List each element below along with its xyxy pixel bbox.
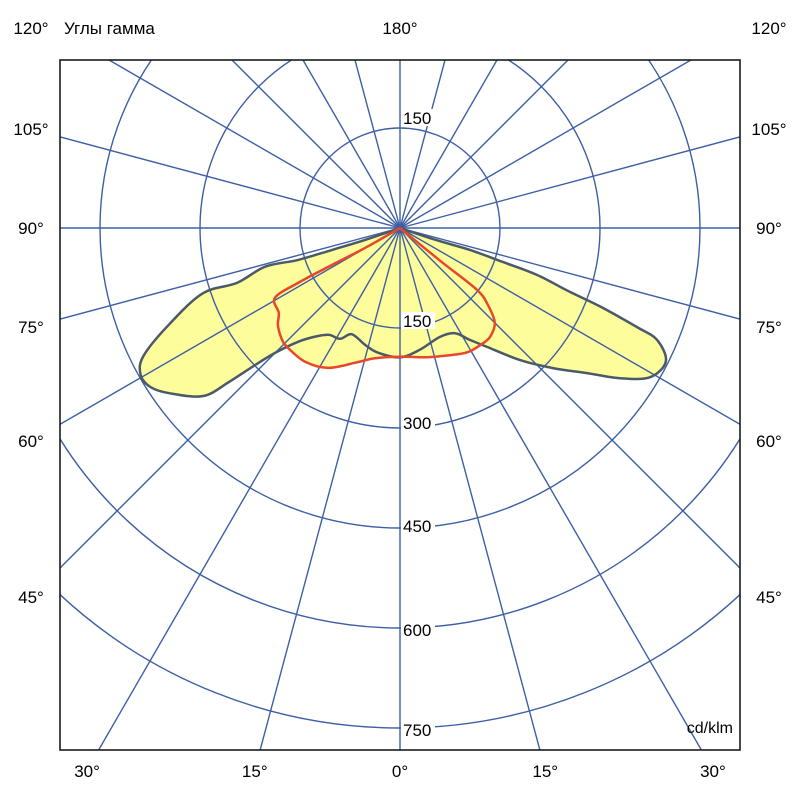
radial-line-15-left: [259, 227, 401, 750]
radial-line-165-right: [399, 60, 446, 229]
r-tick-label-750: 750: [403, 721, 431, 740]
angle-label-right-45: 45°: [756, 588, 782, 607]
radial-line-30-right: [399, 227, 703, 750]
angle-label-bottom-right-30: 30°: [700, 762, 726, 781]
tick-label-chip-750: [401, 721, 435, 738]
radial-line-120-left: [107, 60, 401, 229]
angle-label-right-75: 75°: [756, 318, 782, 337]
tick-label-chip-150: [401, 312, 435, 329]
tick-label-chip-450: [401, 517, 435, 534]
radial-line-30-left: [97, 227, 401, 750]
angle-label-bottom-left-15: 15°: [242, 762, 268, 781]
angle-label-left-105: 105°: [13, 120, 48, 139]
r-tick-label-450: 450: [403, 517, 431, 536]
radial-line-135-right: [399, 60, 569, 229]
radial-line-75-left: [60, 227, 401, 320]
radial-line-105-left: [60, 136, 401, 229]
radial-line-75-right: [399, 227, 740, 320]
radial-line-15-right: [399, 227, 541, 750]
angle-label-bottom-left-30: 30°: [74, 762, 100, 781]
angle-label-left-75: 75°: [18, 318, 44, 337]
radial-line-165-left: [354, 60, 401, 229]
angle-label-bottom-right-15: 15°: [532, 762, 558, 781]
r-tick-label-150: 150: [403, 109, 431, 128]
radial-line-150-left: [302, 60, 401, 229]
angle-label-left-90: 90°: [18, 219, 44, 238]
unit-label: cd/klm: [687, 720, 733, 737]
r-tick-label-300: 300: [403, 414, 431, 433]
radial-line-45-right: [399, 227, 740, 569]
radial-line-150-right: [399, 60, 498, 229]
r-tick-label-150: 150: [403, 312, 431, 331]
radial-line-135-left: [231, 60, 401, 229]
angle-label-top-180: 180°: [382, 19, 417, 38]
radial-line-45-left: [60, 227, 401, 569]
tick-label-chip-300: [401, 414, 435, 431]
radial-line-105-right: [399, 136, 740, 229]
filled-yellow-curve-outline: [138, 226, 668, 398]
radial-line-120-right: [399, 60, 693, 229]
chart-title: Углы гамма: [64, 19, 155, 38]
angle-label-left-120: 120°: [13, 19, 48, 38]
angle-label-right-90: 90°: [756, 219, 782, 238]
radial-line-60-left: [60, 227, 401, 426]
plot-border: [59, 59, 741, 751]
radial-line-60-right: [399, 227, 740, 426]
angle-label-left-45: 45°: [18, 588, 44, 607]
tick-label-chip-150: [401, 109, 435, 126]
angle-label-left-60: 60°: [18, 432, 44, 451]
r-tick-label-600: 600: [403, 621, 431, 640]
tick-label-chip-600: [401, 621, 435, 638]
angle-label-bottom-right-0: 0°: [392, 762, 408, 781]
angle-label-right-105: 105°: [751, 120, 786, 139]
red-curve-outline: [272, 226, 497, 370]
angle-label-right-120: 120°: [751, 19, 786, 38]
curve-outlines: [138, 226, 668, 398]
angle-label-right-60: 60°: [756, 432, 782, 451]
red-curve-fill: [274, 228, 495, 368]
